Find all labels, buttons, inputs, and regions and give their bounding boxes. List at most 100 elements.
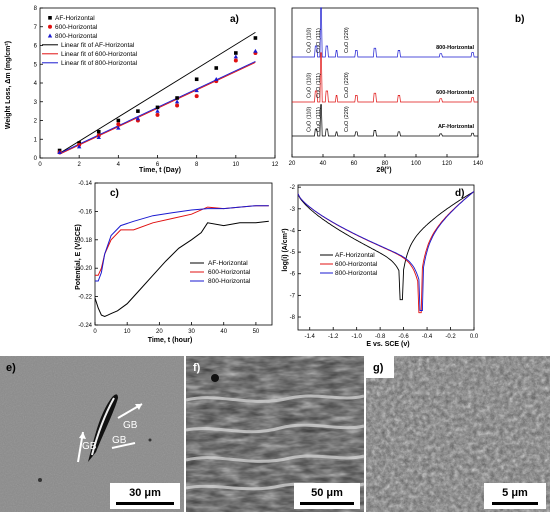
x-tick-label: 20 [156, 329, 163, 335]
series-label: 600-Horizontal [436, 90, 474, 96]
legend-label: 600-Horizontal [335, 261, 378, 268]
y-tick-label: -3 [290, 207, 296, 213]
x-tick-label: -0.6 [398, 334, 409, 340]
y-tick-label: -0.24 [78, 323, 92, 329]
scale-bar-g: 5 μm [502, 487, 528, 499]
panel-f-label: f) [193, 362, 201, 374]
x-tick-label: 50 [253, 329, 260, 335]
x-tick-label: 40 [320, 161, 327, 167]
peak-label: CuO (110) [307, 107, 313, 132]
legend-label: Linear fit of AF-Horizontal [61, 42, 135, 49]
data-point [156, 106, 160, 110]
panel-b-label: b) [515, 14, 524, 25]
data-point [195, 94, 199, 98]
polarization-curve [298, 192, 474, 311]
x-tick-label: -1.2 [328, 334, 339, 340]
x-tick-label: 10 [124, 329, 131, 335]
panel-a-label: a) [230, 14, 239, 25]
data-point [116, 122, 120, 126]
x-tick-label: 60 [351, 161, 358, 167]
gb-label-1: GB [123, 420, 138, 431]
data-point [156, 113, 160, 117]
y-tick-label: -7 [290, 293, 296, 299]
x-tick-label: 12 [272, 162, 279, 168]
y-tick-label: -0.16 [78, 209, 92, 215]
x-tick-label: -0.4 [422, 334, 433, 340]
x-tick-label: -0.8 [375, 334, 386, 340]
gb-label-2: GB [82, 441, 97, 452]
panel-c-potential-chart: c) 0 10 20 30 40 50 -0.24 -0.22 -0.20 -0.18 -0.16 -… [75, 181, 272, 344]
x-tick-label: 10 [232, 162, 239, 168]
legend-label: AF-Horizontal [208, 260, 248, 267]
peak-label: CuO (111) [316, 107, 322, 132]
panel-d-frame [298, 185, 474, 330]
legend-label: 800-Horizontal [335, 270, 378, 277]
data-point [97, 130, 101, 134]
panel-e-label: e) [6, 362, 16, 374]
series-label: AF-Horizontal [438, 124, 475, 130]
data-point [175, 104, 179, 108]
y-tick-label: -5 [290, 250, 296, 256]
panel-a-ylabel: Weight Loss, Δm (mg/cm²) [5, 41, 12, 129]
panel-c-label: c) [110, 188, 119, 199]
y-tick-label: -0.22 [78, 295, 92, 301]
legend-label: Linear fit of 800-Horizontal [61, 60, 138, 67]
panel-d-polarization-chart: d) -1.4 -1.2 -1.0 -0.8 -0.6 -0.4 -0.2 0.0 -2 -3 -4… [282, 185, 479, 348]
panel-a-xlabel: Time, t (Day) [139, 167, 181, 174]
legend-label: AF-Horizontal [55, 15, 95, 22]
legend-label: AF-Horizontal [335, 252, 375, 259]
x-tick-label: -1.4 [305, 334, 316, 340]
legend-label: 600-Horizontal [55, 24, 98, 31]
sem-image-f: f) 50 μm [186, 356, 364, 512]
scale-bar-e: 30 μm [129, 487, 161, 499]
polarization-curve [298, 192, 474, 300]
y-tick-label: -0.14 [78, 181, 92, 187]
legend-marker [48, 16, 52, 20]
legend-label: 600-Horizontal [208, 269, 251, 276]
data-point [234, 59, 238, 63]
peak-label: CuO (111) [316, 28, 322, 53]
x-tick-label: 30 [188, 329, 195, 335]
data-point [195, 77, 199, 81]
panel-d-xlabel: E vs. SCE (v) [366, 341, 409, 348]
panel-c-frame [95, 183, 272, 325]
peak-label: CuO (110) [307, 73, 313, 98]
x-tick-label: -0.2 [445, 334, 456, 340]
data-point [214, 66, 218, 70]
legend-label: 800-Horizontal [55, 33, 98, 40]
polarization-curve [298, 192, 474, 313]
peak-label: CuO (110) [307, 28, 313, 53]
data-point [175, 96, 179, 100]
peak-label: CuO (220) [344, 72, 350, 98]
sem-image-g: g) 5 μm [366, 356, 550, 512]
data-point [136, 109, 140, 113]
peak-label: CuO (220) [344, 106, 350, 132]
panel-c-ylabel: Potential, E (V/SCE) [75, 224, 82, 290]
peak-label: CuO (220) [344, 27, 350, 53]
legend-label: Linear fit of 600-Horizontal [61, 51, 138, 58]
peak-label: CuO (111) [316, 73, 322, 98]
series-label: 800-Horizontal [436, 45, 474, 51]
y-tick-label: -8 [290, 315, 296, 321]
gb-label-3: GB [112, 435, 127, 446]
y-tick-label: -4 [290, 228, 296, 234]
sem-image-e: e) GB GB GB 30 μm [0, 356, 184, 512]
panel-c-xlabel: Time, t (hour) [148, 337, 193, 344]
x-tick-label: 100 [411, 161, 422, 167]
data-point [117, 119, 121, 123]
data-point [234, 51, 238, 55]
panel-b-xlabel: 2θ(°) [376, 166, 391, 174]
x-tick-label: -1.0 [351, 334, 362, 340]
x-tick-label: 120 [442, 161, 453, 167]
scale-bar-f: 50 μm [311, 487, 343, 499]
panel-b-xrd-chart: b) 20 40 60 80 100 120 140800-HorizontalCuO (1… [289, 8, 525, 174]
x-tick-label: 20 [289, 161, 296, 167]
y-tick-label: -2 [290, 185, 296, 191]
x-tick-label: 40 [220, 329, 227, 335]
y-tick-label: -6 [290, 272, 296, 278]
x-tick-label: 0.0 [470, 334, 479, 340]
legend-marker [48, 25, 52, 29]
panel-d-label: d) [455, 188, 464, 199]
